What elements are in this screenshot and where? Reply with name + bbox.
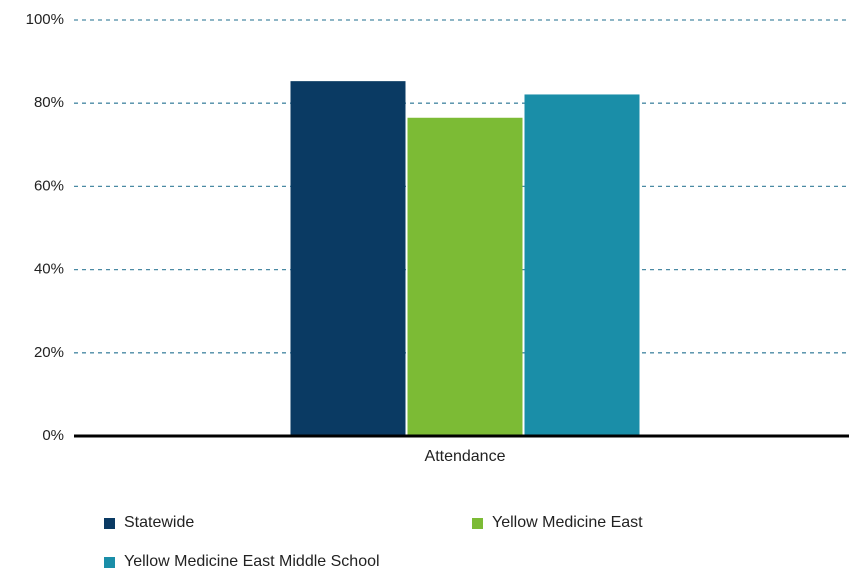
y-tick-label: 40%	[34, 261, 64, 278]
y-tick-label: 0%	[42, 427, 64, 444]
x-axis-category-labels: Attendance	[425, 448, 506, 465]
y-tick-label: 80%	[34, 94, 64, 111]
legend-label-statewide: Statewide	[124, 514, 195, 531]
y-tick-label: 100%	[26, 11, 64, 28]
legend-swatch-statewide	[104, 517, 115, 529]
x-category-label: Attendance	[425, 448, 506, 465]
y-axis-tick-labels: 0% 20% 40% 60% 80% 100%	[26, 11, 64, 444]
bar-statewide	[290, 81, 406, 436]
legend-item-statewide[interactable]: Statewide	[104, 514, 194, 532]
legend-swatch-yme-middle-school	[104, 556, 115, 568]
legend-item-yme-middle-school[interactable]: Yellow Medicine East Middle School	[104, 553, 380, 571]
bars	[290, 81, 640, 437]
bar-yellow-medicine-east-middle-school	[524, 94, 640, 437]
y-tick-label: 60%	[34, 177, 64, 194]
bar-chart: 0% 20% 40% 60% 80% 100% Attendance	[26, 11, 849, 465]
legend-item-yellow-medicine-east[interactable]: Yellow Medicine East	[472, 514, 643, 532]
legend-label-yme-middle-school: Yellow Medicine East Middle School	[124, 553, 380, 570]
bar-yellow-medicine-east	[407, 117, 523, 436]
legend-swatch-yellow-medicine-east	[472, 517, 483, 529]
legend-label-yellow-medicine-east: Yellow Medicine East	[492, 514, 643, 531]
y-tick-label: 20%	[34, 344, 64, 361]
